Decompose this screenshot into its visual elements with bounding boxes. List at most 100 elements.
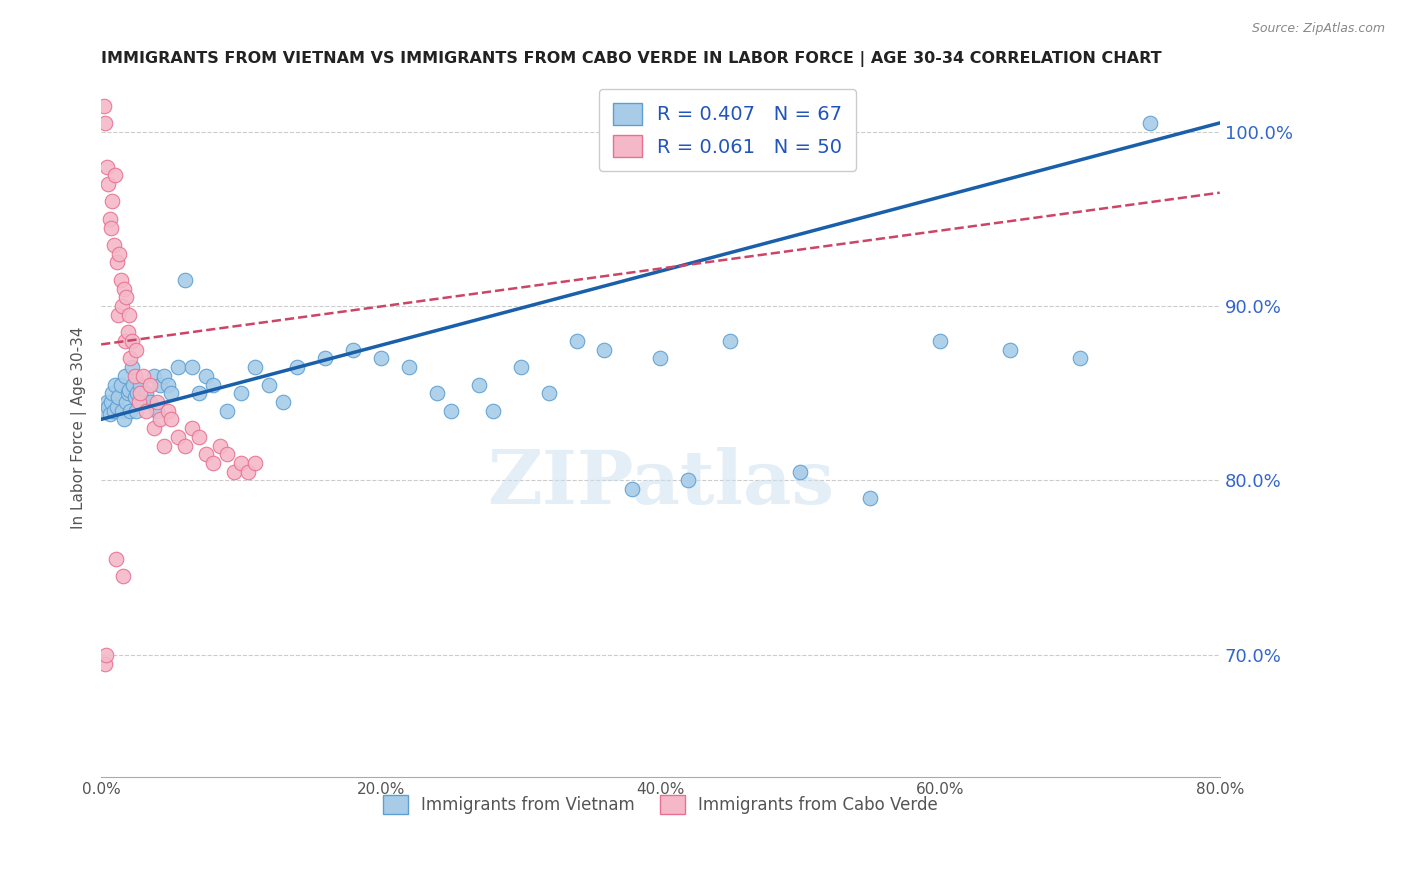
Point bbox=[440, 403, 463, 417]
Point bbox=[481, 403, 503, 417]
Point bbox=[110, 377, 132, 392]
Point bbox=[122, 377, 145, 392]
Point bbox=[257, 377, 280, 392]
Point bbox=[103, 403, 125, 417]
Point bbox=[97, 400, 120, 414]
Point bbox=[111, 299, 134, 313]
Point bbox=[1069, 351, 1091, 366]
Point bbox=[181, 421, 204, 435]
Point bbox=[139, 395, 162, 409]
Legend: Immigrants from Vietnam, Immigrants from Cabo Verde: Immigrants from Vietnam, Immigrants from… bbox=[373, 785, 948, 824]
Point bbox=[208, 438, 231, 452]
Point bbox=[467, 377, 489, 392]
Point bbox=[97, 177, 120, 191]
Point bbox=[537, 386, 560, 401]
Point bbox=[160, 412, 183, 426]
Point bbox=[114, 334, 136, 348]
Y-axis label: In Labor Force | Age 30-34: In Labor Force | Age 30-34 bbox=[72, 326, 87, 529]
Point bbox=[157, 377, 180, 392]
Point bbox=[160, 386, 183, 401]
Point bbox=[426, 386, 449, 401]
Point bbox=[129, 386, 152, 401]
Point bbox=[100, 220, 122, 235]
Point bbox=[110, 273, 132, 287]
Point bbox=[859, 491, 882, 505]
Point bbox=[139, 377, 162, 392]
Point bbox=[117, 325, 139, 339]
Point bbox=[135, 386, 157, 401]
Point bbox=[125, 403, 148, 417]
Point bbox=[115, 395, 138, 409]
Text: ZIPatlas: ZIPatlas bbox=[486, 448, 834, 520]
Point bbox=[370, 351, 392, 366]
Point bbox=[104, 168, 127, 182]
Point bbox=[120, 403, 142, 417]
Point bbox=[114, 368, 136, 383]
Point bbox=[118, 383, 141, 397]
Point bbox=[108, 246, 131, 260]
Point bbox=[398, 360, 420, 375]
Point bbox=[243, 360, 266, 375]
Point bbox=[149, 377, 172, 392]
Text: IMMIGRANTS FROM VIETNAM VS IMMIGRANTS FROM CABO VERDE IN LABOR FORCE | AGE 30-34: IMMIGRANTS FROM VIETNAM VS IMMIGRANTS FR… bbox=[101, 51, 1161, 67]
Point bbox=[195, 447, 218, 461]
Point bbox=[96, 395, 118, 409]
Point bbox=[118, 308, 141, 322]
Point bbox=[314, 351, 336, 366]
Point bbox=[593, 343, 616, 357]
Point bbox=[98, 211, 121, 226]
Point bbox=[215, 403, 238, 417]
Text: Source: ZipAtlas.com: Source: ZipAtlas.com bbox=[1251, 22, 1385, 36]
Point bbox=[96, 160, 118, 174]
Point bbox=[127, 386, 149, 401]
Point bbox=[201, 456, 224, 470]
Point bbox=[678, 474, 700, 488]
Point bbox=[124, 390, 146, 404]
Point bbox=[621, 482, 644, 496]
Point bbox=[120, 351, 142, 366]
Point bbox=[146, 403, 169, 417]
Point bbox=[243, 456, 266, 470]
Point bbox=[101, 386, 124, 401]
Point bbox=[188, 430, 211, 444]
Point bbox=[718, 334, 741, 348]
Point bbox=[181, 360, 204, 375]
Point bbox=[229, 386, 252, 401]
Point bbox=[104, 552, 127, 566]
Point bbox=[94, 403, 117, 417]
Point bbox=[103, 238, 125, 252]
Point bbox=[174, 438, 197, 452]
Point bbox=[105, 400, 128, 414]
Point bbox=[107, 308, 129, 322]
Point bbox=[93, 657, 115, 671]
Point bbox=[135, 403, 157, 417]
Point bbox=[285, 360, 308, 375]
Point bbox=[94, 648, 117, 662]
Point bbox=[149, 412, 172, 426]
Point bbox=[111, 403, 134, 417]
Point bbox=[271, 395, 294, 409]
Point bbox=[129, 377, 152, 392]
Point bbox=[112, 412, 135, 426]
Point bbox=[215, 447, 238, 461]
Point bbox=[998, 343, 1021, 357]
Point bbox=[132, 395, 155, 409]
Point bbox=[167, 360, 190, 375]
Point bbox=[929, 334, 952, 348]
Point bbox=[342, 343, 364, 357]
Point bbox=[111, 569, 134, 583]
Point bbox=[125, 343, 148, 357]
Point bbox=[195, 368, 218, 383]
Point bbox=[121, 334, 143, 348]
Point bbox=[565, 334, 588, 348]
Point bbox=[115, 290, 138, 304]
Point bbox=[201, 377, 224, 392]
Point bbox=[229, 456, 252, 470]
Point bbox=[128, 395, 150, 409]
Point bbox=[650, 351, 672, 366]
Point bbox=[104, 377, 127, 392]
Point bbox=[93, 98, 115, 112]
Point bbox=[188, 386, 211, 401]
Point bbox=[117, 386, 139, 401]
Point bbox=[143, 421, 166, 435]
